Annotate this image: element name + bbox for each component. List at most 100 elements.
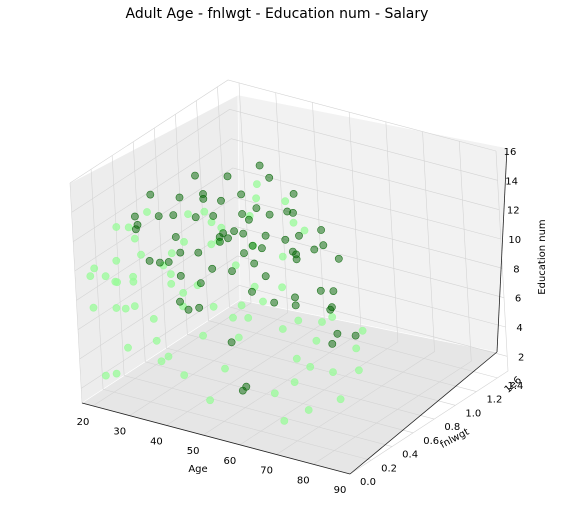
point-high-salary bbox=[289, 208, 297, 217]
point-low-salary bbox=[102, 371, 110, 380]
point-low-salary bbox=[164, 352, 173, 361]
point-high-salary bbox=[208, 264, 217, 273]
point-low-salary bbox=[306, 362, 315, 371]
x-grid-line bbox=[129, 92, 289, 416]
point-low-salary bbox=[121, 304, 130, 313]
point-low-salary bbox=[89, 303, 98, 312]
point-low-salary bbox=[167, 249, 176, 258]
x-grid-line bbox=[349, 150, 509, 475]
y-tick-label: 0.0 bbox=[360, 477, 376, 488]
point-low-salary bbox=[166, 270, 175, 278]
point-high-salary bbox=[175, 193, 184, 202]
x-tick-label: 30 bbox=[113, 427, 126, 438]
point-low-salary bbox=[112, 256, 121, 265]
point-low-salary bbox=[237, 301, 246, 310]
point-high-salary bbox=[224, 234, 232, 243]
x-grid-line bbox=[276, 131, 435, 455]
point-high-salary bbox=[176, 297, 184, 306]
point-low-salary bbox=[294, 316, 303, 325]
z-grid-line bbox=[77, 226, 505, 330]
z-grid-line bbox=[71, 109, 498, 213]
point-low-salary bbox=[304, 406, 313, 414]
point-high-salary bbox=[281, 235, 290, 244]
axis-lines bbox=[81, 147, 508, 475]
z-tick-label: 8 bbox=[513, 264, 519, 275]
point-low-salary bbox=[252, 194, 260, 203]
x-tick-label: 70 bbox=[260, 466, 273, 477]
point-low-salary bbox=[289, 218, 298, 227]
point-low-salary bbox=[200, 207, 209, 216]
y-tick-label: 0.8 bbox=[444, 422, 460, 433]
z-tick-label: 4 bbox=[516, 323, 522, 334]
z-axis-label: Education num bbox=[537, 219, 548, 294]
point-high-salary bbox=[164, 258, 173, 266]
point-low-salary bbox=[180, 237, 188, 246]
point-high-salary bbox=[240, 249, 248, 257]
point-low-salary bbox=[199, 331, 207, 340]
y-tick-label: 0.4 bbox=[402, 450, 418, 461]
point-high-salary bbox=[184, 305, 193, 314]
point-high-salary bbox=[328, 339, 337, 348]
point-low-salary bbox=[90, 264, 99, 273]
point-low-salary bbox=[229, 313, 237, 322]
z-grid-line bbox=[81, 285, 508, 389]
y-tick-label: 1.0 bbox=[465, 408, 481, 419]
z-grid-line bbox=[73, 138, 500, 242]
point-high-salary bbox=[191, 213, 200, 222]
x-tick-labels: 20 30 40 50 60 70 80 90 bbox=[77, 417, 347, 496]
point-low-salary bbox=[231, 261, 240, 270]
point-high-salary bbox=[327, 303, 336, 312]
point-low-salary bbox=[149, 314, 158, 323]
point-low-salary bbox=[112, 369, 121, 378]
point-high-salary bbox=[291, 301, 300, 310]
point-low-salary bbox=[329, 368, 337, 376]
y-tick-label: 1.2 bbox=[486, 395, 502, 406]
point-high-salary bbox=[171, 233, 180, 241]
y-axis-offset-label: 1e6 bbox=[503, 375, 524, 396]
point-low-salary bbox=[352, 344, 361, 353]
point-high-salary bbox=[334, 254, 343, 263]
point-high-salary bbox=[248, 287, 256, 296]
point-low-salary bbox=[278, 325, 287, 333]
point-high-salary bbox=[194, 248, 203, 257]
point-high-salary bbox=[223, 172, 232, 181]
point-high-salary bbox=[250, 259, 259, 268]
z-tick-labels: 2 4 6 8 10 12 14 16 bbox=[504, 147, 525, 363]
z-grid-line bbox=[79, 255, 506, 360]
z-tick-label: 6 bbox=[515, 294, 521, 305]
point-high-salary bbox=[261, 272, 270, 281]
x-tick-label: 90 bbox=[334, 485, 347, 496]
y-grid-line bbox=[217, 86, 498, 379]
point-high-salary bbox=[146, 190, 155, 199]
point-low-salary bbox=[312, 336, 321, 345]
x-grid-line bbox=[239, 121, 399, 446]
point-low-salary bbox=[318, 318, 326, 326]
point-high-salary bbox=[154, 212, 163, 220]
point-high-salary bbox=[316, 286, 325, 295]
y-axis-line bbox=[349, 351, 498, 475]
point-high-salary bbox=[239, 229, 248, 238]
x-tick-label: 50 bbox=[187, 446, 200, 457]
x-axis-label: Age bbox=[188, 464, 207, 475]
point-high-salary bbox=[291, 293, 299, 302]
point-high-salary bbox=[217, 196, 225, 205]
point-high-salary bbox=[228, 267, 236, 275]
z-tick-label: 14 bbox=[505, 176, 518, 187]
z-grid-line bbox=[69, 79, 497, 184]
point-high-salary bbox=[295, 231, 303, 240]
point-high-salary bbox=[237, 190, 245, 199]
y-grid-line bbox=[153, 128, 435, 420]
point-low-salary bbox=[278, 252, 287, 261]
z-grid-line bbox=[74, 167, 501, 272]
point-low-salary bbox=[124, 343, 132, 352]
point-high-salary bbox=[230, 227, 238, 235]
point-low-salary bbox=[278, 283, 286, 292]
point-high-salary bbox=[317, 226, 325, 234]
y-tick-label: 0.6 bbox=[423, 436, 439, 447]
point-low-salary bbox=[358, 326, 367, 335]
point-low-salary bbox=[300, 226, 309, 235]
y-tick-label: 0.2 bbox=[381, 463, 397, 474]
point-high-salary bbox=[244, 215, 253, 224]
z-grid-line bbox=[76, 197, 503, 301]
point-high-salary bbox=[292, 255, 301, 264]
